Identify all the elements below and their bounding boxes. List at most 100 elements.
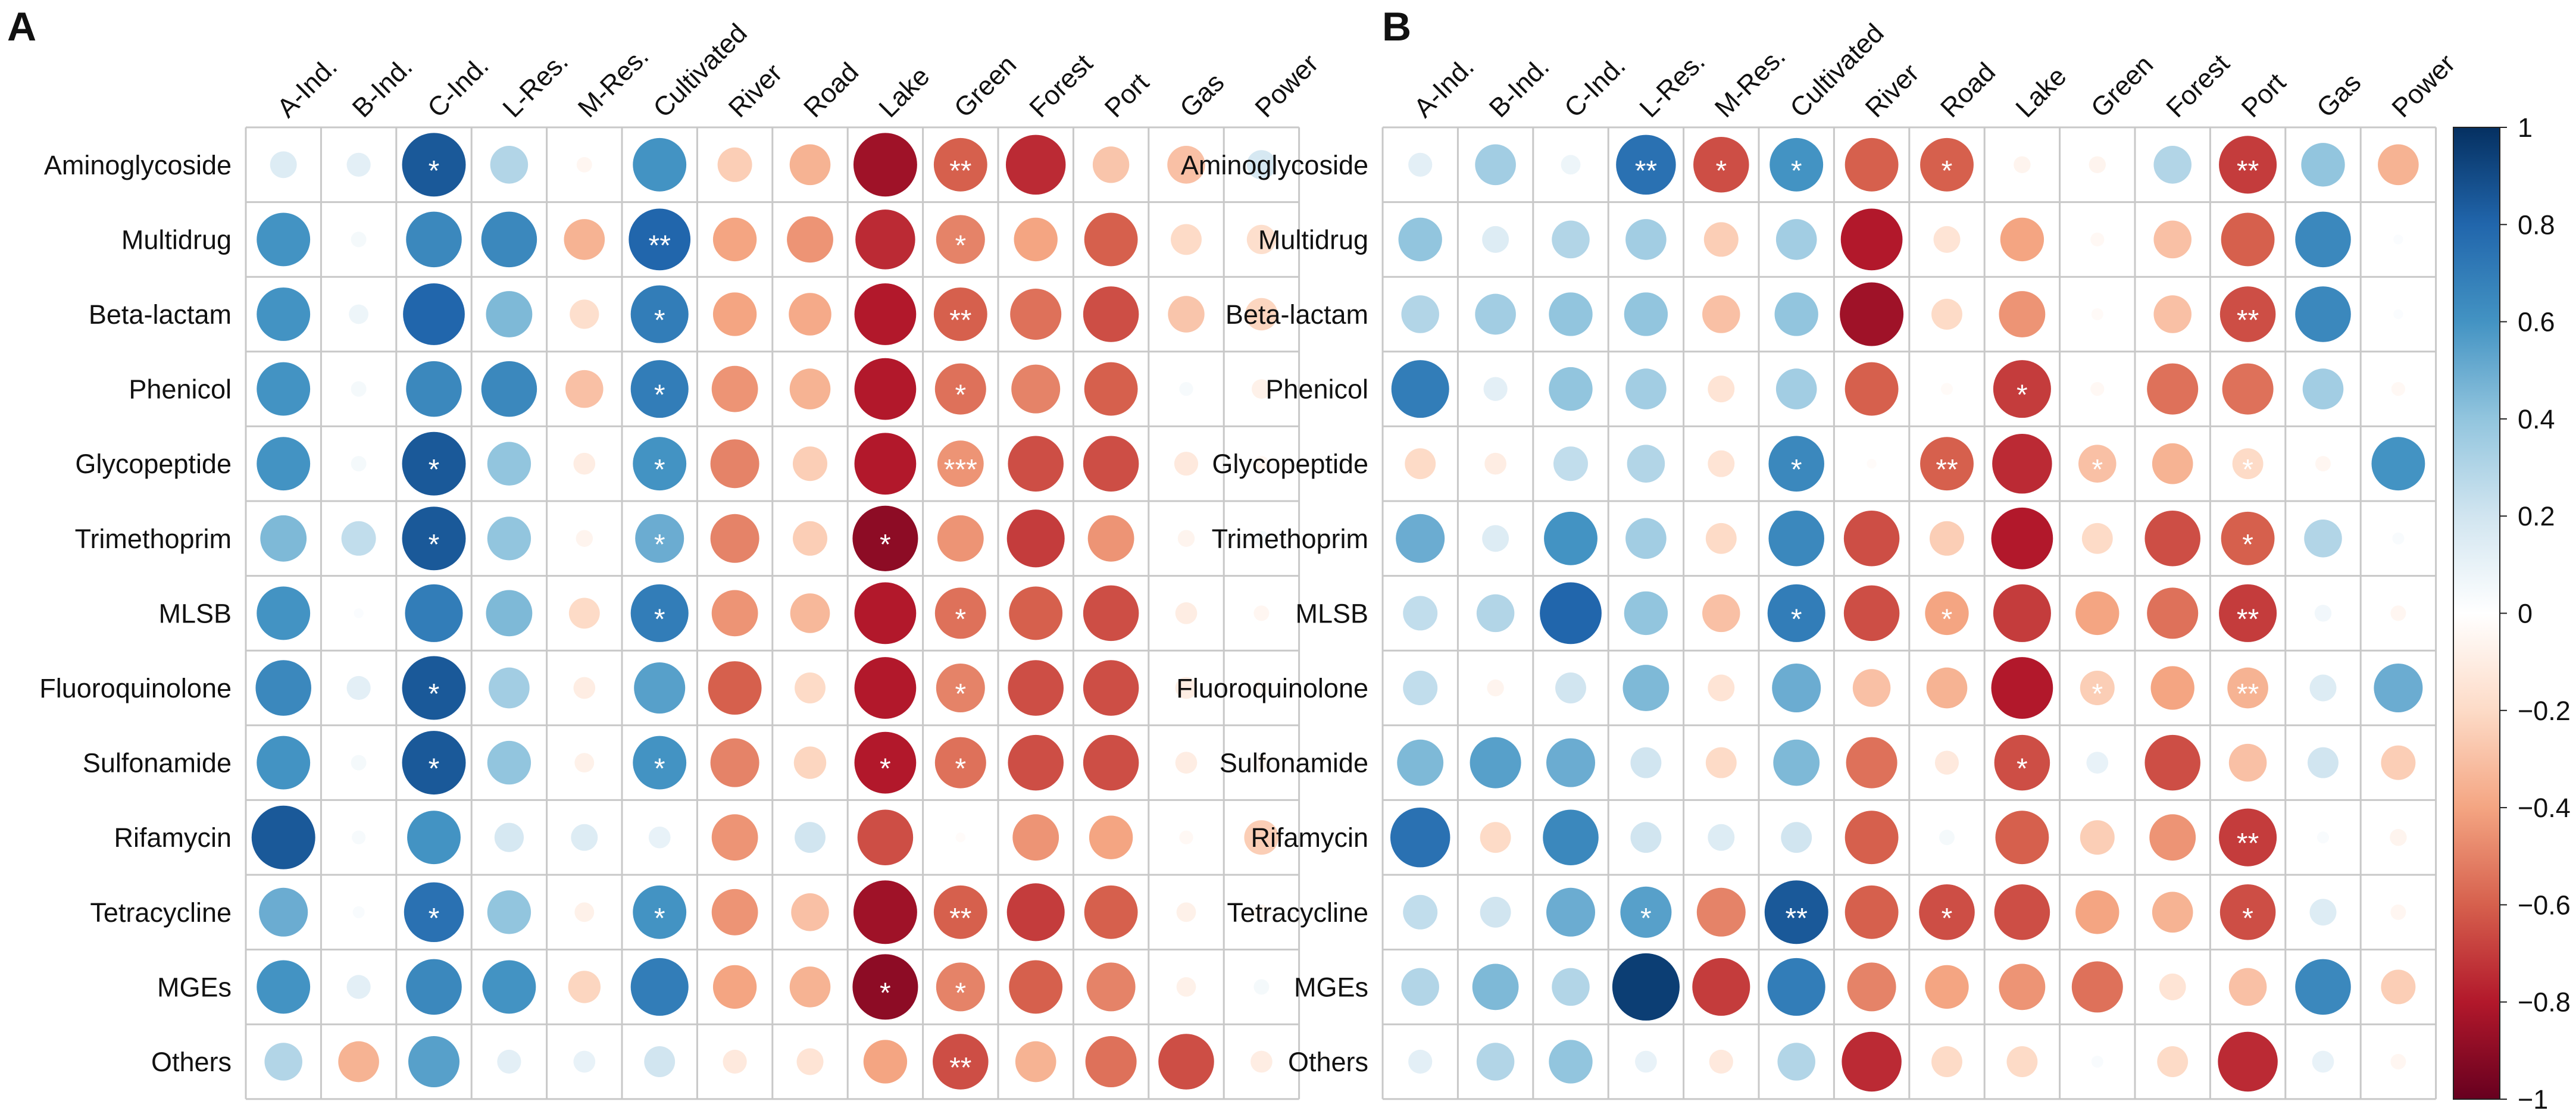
- panel-a-cell-glycopeptide-river: [710, 439, 759, 489]
- panel-a-significance-aminoglycoside-c-ind: *: [429, 155, 440, 187]
- panel-a-cell-glycopeptide-lake: [854, 433, 917, 495]
- panel-a-column-label-power: Power: [1249, 48, 1324, 123]
- panel-b-significance-tetracycline-l-res: *: [1640, 903, 1652, 934]
- panel-b-cell-phenicol-m-res: [1708, 376, 1735, 403]
- panel-b-significance-aminoglycoside-port: **: [2237, 155, 2259, 187]
- panel-a-significance-glycopeptide-green: ***: [944, 454, 977, 486]
- panel-a-significance-tetracycline-green: **: [949, 903, 971, 934]
- panel-b-cell-rifamycin-l-res: [1630, 822, 1662, 853]
- panel-b-cell-tetracycline-lake: [1994, 884, 2050, 940]
- panel-a-cell-mlsb-l-res: [486, 590, 533, 637]
- panel-a-label: A: [7, 4, 36, 49]
- panel-a-cell-glycopeptide-l-res: [487, 442, 532, 486]
- panel-b-row-label-fluoroquinolone: Fluoroquinolone: [1176, 673, 1368, 703]
- panel-b-column-label-m-res: M-Res.: [1709, 40, 1792, 123]
- panel-b-significance-phenicol-lake: *: [2017, 380, 2028, 411]
- panel-a-cell-fluoroquinolone-road: [795, 672, 826, 703]
- panel-b-cell-beta-lactam-port: [2219, 286, 2276, 342]
- panel-a-cell-trimethoprim-road: [793, 521, 827, 556]
- panel-b-cell-sulfonamide-forest: [2144, 734, 2200, 791]
- panel-a-cell-glycopeptide-gas: [1174, 452, 1199, 476]
- panel-a-cell-aminoglycoside-green: [933, 137, 987, 192]
- panel-b-cell-mlsb-green: [2075, 591, 2119, 636]
- panel-b-cell-others-m-res: [1709, 1049, 1733, 1074]
- panel-a-cell-trimethoprim-port: [1087, 515, 1134, 562]
- panel-a-cell-glycopeptide-power: [1253, 456, 1270, 472]
- panel-b-significance-tetracycline-cultivated: **: [1786, 903, 1808, 934]
- panel-b-cell-beta-lactam-power: [2393, 309, 2403, 320]
- panel-a-cell-mlsb-road: [790, 593, 830, 633]
- panel-a-cell-sulfonamide-power: [1253, 755, 1270, 771]
- panel-b-cell-rifamycin-cultivated: [1781, 822, 1812, 853]
- panel-b-cell-sulfonamide-c-ind: [1546, 738, 1596, 787]
- panel-b-cell-others-l-res: [1635, 1050, 1657, 1073]
- panel-a-cell-mlsb-lake: [854, 582, 917, 645]
- panel-a-cell-beta-lactam-l-res: [486, 291, 533, 337]
- panel-a-cell-beta-lactam-green: [933, 287, 987, 341]
- panel-a-cell-fluoroquinolone-gas: [1175, 677, 1198, 699]
- panel-a-row-label-phenicol: Phenicol: [129, 374, 232, 405]
- panel-b-cell-rifamycin-green: [2080, 820, 2115, 855]
- panel-a-significance-beta-lactam-cultivated: *: [654, 305, 665, 336]
- panel-a-cell-mges-lake: [852, 954, 918, 1020]
- panel-a-column-label-a-ind: A-Ind.: [271, 51, 343, 123]
- panel-a-cell-mlsb-m-res: [568, 597, 600, 629]
- panel-b-cell-tetracycline-gas: [2309, 899, 2337, 926]
- panel-b-column-label-green: Green: [2085, 49, 2159, 124]
- panel-a-significance-glycopeptide-cultivated: *: [654, 454, 665, 486]
- panel-b-cell-trimethoprim-gas: [2304, 520, 2342, 558]
- panel-a-cell-phenicol-c-ind: [406, 361, 462, 417]
- panel-a-cell-multidrug-cultivated: [629, 208, 691, 271]
- panel-b-cell-trimethoprim-road: [1930, 521, 1964, 556]
- panel-a-cell-mlsb-cultivated: [630, 584, 689, 642]
- panel-a-cell-others-power: [1251, 1050, 1273, 1073]
- panel-a-cell-trimethoprim-power: [1253, 530, 1270, 546]
- panel-b-cell-aminoglycoside-road: [1920, 137, 1974, 192]
- panel-b-cell-multidrug-a-ind: [1398, 217, 1442, 262]
- panel-a-significance-beta-lactam-green: **: [949, 305, 971, 336]
- panel-b-cell-phenicol-road: [1940, 383, 1953, 395]
- panel-a-cell-aminoglycoside-lake: [853, 133, 917, 197]
- panel-b-column-label-gas: Gas: [2311, 67, 2366, 123]
- panel-a-row-label-sulfonamide: Sulfonamide: [83, 748, 232, 778]
- panel-b-significance-aminoglycoside-road: *: [1942, 155, 1953, 187]
- panel-a-cell-tetracycline-l-res: [487, 890, 532, 934]
- panel-b-cell-tetracycline-road: [1919, 884, 1975, 940]
- panel-a-cell-sulfonamide-l-res: [487, 740, 532, 785]
- panel-a-cell-mlsb-river: [711, 590, 758, 637]
- panel-b-cell-beta-lactam-road: [1931, 299, 1962, 330]
- panel-a-cell-sulfonamide-forest: [1008, 734, 1064, 791]
- panel-b-cell-phenicol-l-res: [1625, 368, 1667, 409]
- panel-b-significance-mlsb-road: *: [1942, 603, 1953, 635]
- panel-a-cell-fluoroquinolone-forest: [1008, 660, 1064, 716]
- panel-b-cell-others-river: [1842, 1031, 1902, 1092]
- panel-b-cell-mges-l-res: [1612, 953, 1680, 1021]
- panel-b-cell-tetracycline-power: [2390, 904, 2406, 920]
- panel-b-cell-fluoroquinolone-m-res: [1708, 674, 1735, 702]
- panel-b-cell-glycopeptide-river: [1867, 458, 1877, 469]
- panel-b-row-label-mlsb: MLSB: [1295, 598, 1368, 628]
- panel-b-significance-aminoglycoside-cultivated: *: [1791, 155, 1802, 187]
- panel-a-cell-rifamycin-road: [795, 822, 826, 853]
- panel-b-significance-rifamycin-port: **: [2237, 828, 2259, 859]
- colorbar-tick-label: −1: [2518, 1084, 2548, 1115]
- panel-a-significance-aminoglycoside-green: **: [949, 155, 971, 187]
- panel-b-cell-rifamycin-b-ind: [1480, 822, 1511, 853]
- panel-a-cell-beta-lactam-forest: [1010, 288, 1062, 340]
- panel-a-cell-fluoroquinolone-c-ind: [402, 656, 466, 720]
- panel-b-cell-mges-b-ind: [1472, 963, 1519, 1010]
- panel-a-cell-trimethoprim-river: [710, 514, 759, 563]
- panel-b-cell-others-cultivated: [1777, 1043, 1815, 1081]
- panel-a-cell-fluoroquinolone-cultivated: [634, 662, 686, 714]
- panel-a-cell-fluoroquinolone-m-res: [573, 677, 596, 699]
- panel-a-cell-rifamycin-power: [1244, 820, 1279, 855]
- panel-b-significance-aminoglycoside-m-res: *: [1715, 155, 1727, 187]
- panel-a-cell-sulfonamide-gas: [1175, 752, 1198, 774]
- panel-b-cell-others-gas: [2312, 1050, 2334, 1073]
- panel-b-cell-trimethoprim-green: [2081, 523, 2113, 554]
- panel-a-cell-trimethoprim-l-res: [487, 517, 532, 561]
- panel-b-cell-glycopeptide-power: [2371, 437, 2425, 491]
- panel-a-cell-tetracycline-m-res: [574, 902, 595, 922]
- panel-a-cell-multidrug-l-res: [481, 211, 537, 268]
